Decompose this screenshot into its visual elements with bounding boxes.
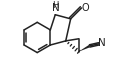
- Polygon shape: [78, 44, 90, 52]
- Text: O: O: [82, 3, 89, 13]
- Text: H: H: [52, 1, 59, 10]
- Text: N: N: [98, 38, 106, 48]
- Text: N: N: [52, 3, 59, 13]
